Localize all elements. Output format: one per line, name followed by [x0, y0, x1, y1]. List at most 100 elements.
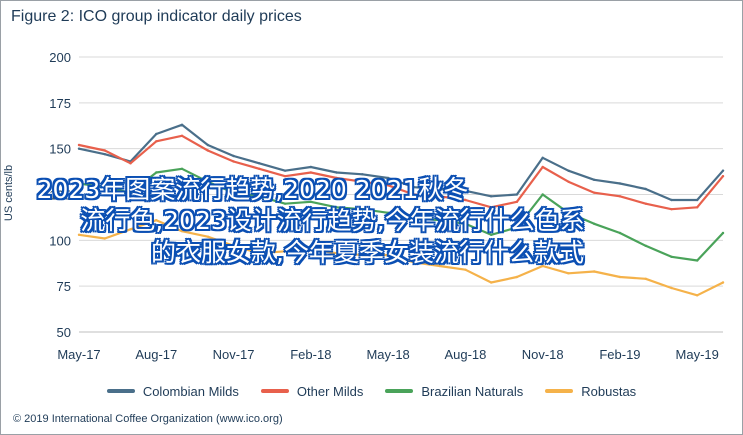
data-point: [515, 200, 519, 204]
legend-item: Other Milds: [260, 384, 363, 399]
data-point: [335, 171, 338, 174]
data-point: [155, 132, 158, 136]
data-point: [618, 195, 622, 198]
data-point: [155, 171, 158, 174]
legend-swatch: [385, 389, 414, 393]
data-point: [670, 286, 673, 290]
data-point: [309, 248, 313, 251]
data-point: [206, 143, 209, 147]
data-point: [103, 185, 106, 189]
data-point: [77, 233, 81, 237]
data-point: [386, 253, 390, 257]
data-point: [180, 229, 184, 233]
data-point: [438, 187, 441, 191]
data-point: [618, 275, 622, 279]
data-point: [283, 250, 287, 253]
data-point: [489, 233, 493, 237]
data-point: [155, 140, 158, 143]
y-tick-label: 200: [49, 50, 71, 65]
data-point: [721, 231, 725, 235]
y-tick-label: 50: [57, 325, 71, 340]
data-point: [541, 193, 544, 196]
data-point: [77, 147, 81, 150]
copyright-footer: © 2019 International Coffee Organization…: [13, 413, 283, 425]
data-point: [644, 244, 647, 248]
data-point: [103, 152, 106, 156]
data-point: [412, 261, 416, 264]
data-point: [180, 134, 184, 138]
x-tick-label: Feb-18: [290, 347, 331, 362]
watermark-overlay-line-3: 的衣服女款,今年夏季女装流行什么款式: [151, 238, 584, 267]
data-point: [670, 198, 673, 202]
data-point: [206, 235, 209, 238]
y-tick-label: 175: [49, 96, 71, 111]
data-point: [618, 182, 622, 185]
legend: Colombian Milds Other Milds Brazilian Natu…: [1, 380, 742, 402]
data-point: [206, 149, 209, 152]
data-point: [309, 165, 313, 169]
data-point: [103, 149, 106, 152]
data-point: [567, 180, 570, 183]
data-point: [489, 281, 493, 284]
watermark-overlay-line-1: 2023年图案流行趋势,2020 2021秋冬: [36, 175, 469, 204]
data-point: [412, 185, 416, 189]
data-point: [515, 226, 519, 229]
data-point: [438, 218, 441, 222]
series-line-brazilian-naturals: [77, 167, 725, 262]
data-point: [232, 160, 235, 163]
data-point: [283, 174, 287, 178]
legend-item: Colombian Milds: [106, 383, 239, 399]
data-point: [464, 222, 467, 226]
legend-label: Colombian Milds: [142, 383, 239, 399]
legend-label: Robustas: [581, 383, 637, 399]
x-tick-label: Nov-17: [213, 347, 255, 362]
data-point: [464, 268, 467, 271]
y-tick-label: 100: [49, 233, 71, 248]
data-point: [129, 191, 132, 194]
data-point: [696, 198, 699, 202]
data-point: [309, 171, 313, 174]
data-point: [593, 222, 596, 226]
data-point: [412, 217, 416, 220]
data-point: [77, 143, 81, 147]
data-point: [438, 264, 441, 268]
data-point: [593, 178, 596, 182]
data-point: [541, 264, 544, 268]
data-point: [618, 231, 622, 235]
y-tick-label: 125: [49, 188, 71, 203]
data-point: [335, 251, 338, 255]
x-tick-label: May-19: [676, 347, 719, 362]
watermark-overlay-line-2: 流行色,2023设计流行趋势,今年流行什么色系: [80, 206, 585, 235]
data-point: [180, 123, 184, 127]
x-tick-label: May-17: [57, 347, 100, 362]
data-point: [232, 191, 235, 194]
data-point: [361, 180, 364, 183]
data-point: [103, 237, 106, 240]
data-point: [258, 167, 261, 171]
data-point: [670, 255, 673, 259]
data-point: [721, 169, 725, 172]
data-point: [386, 176, 390, 180]
data-point: [515, 275, 519, 279]
x-tick-label: Aug-17: [135, 347, 177, 362]
data-point: [386, 211, 390, 215]
data-point: [361, 253, 364, 257]
legend-item: Robustas: [545, 384, 636, 399]
data-point: [180, 167, 184, 171]
data-point: [541, 165, 544, 169]
legend-label: Brazilian Naturals: [421, 383, 524, 399]
x-tick-label: Aug-18: [444, 347, 486, 362]
data-point: [464, 198, 467, 202]
data-point: [258, 162, 261, 165]
data-point: [283, 202, 287, 205]
data-point: [386, 184, 390, 187]
data-point: [541, 156, 544, 160]
data-point: [335, 206, 338, 209]
data-point: [696, 259, 699, 262]
series-line-other-milds: [77, 134, 725, 211]
legend-swatch: [106, 389, 135, 393]
data-point: [489, 195, 493, 198]
data-point: [515, 193, 519, 196]
